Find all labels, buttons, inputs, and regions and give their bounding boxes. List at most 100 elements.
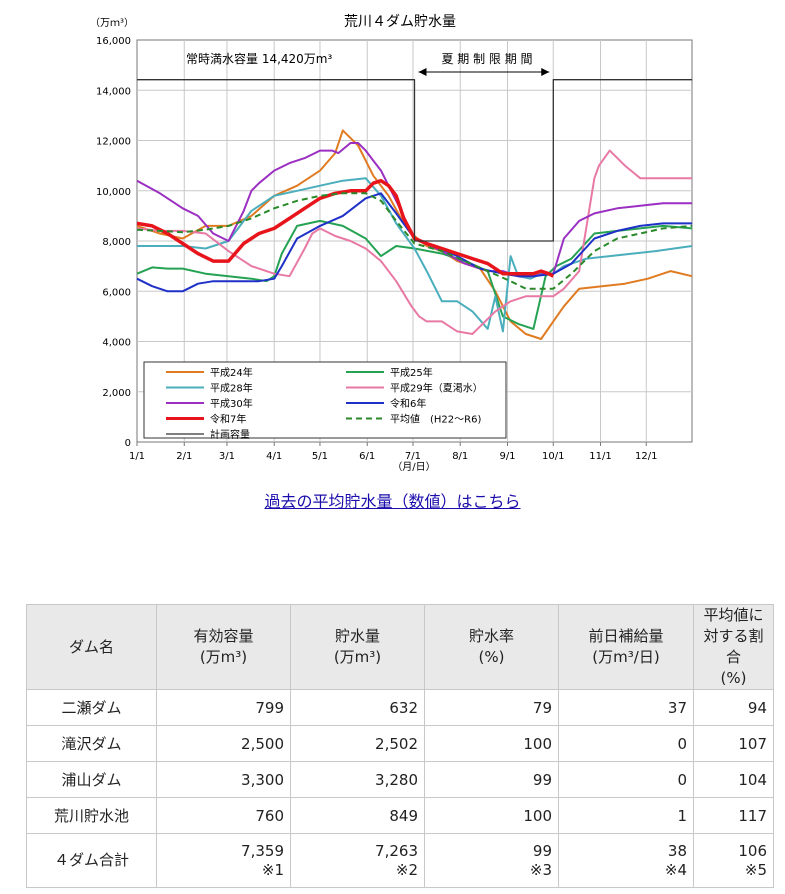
header-ratio: 平均値に対する割合 (%) [693,604,774,690]
x-tick-label: 5/1 [312,451,328,462]
total-value: 7,359 [241,841,284,860]
ratio-cell: 94 [693,689,774,726]
legend-label-7: 平均値 (H22～R6) [390,413,481,426]
y-tick-label: 8,000 [102,237,131,248]
table-row: 二瀬ダム 799 632 79 37 94 [26,689,774,726]
series-lines [136,79,693,340]
x-tick-label: 2/1 [176,451,192,462]
rate-cell: 100 [424,797,559,834]
header-text: 有効容量 [193,627,254,645]
x-tick-label: 12/1 [635,451,657,462]
y-unit-label: （万ｍ³） [90,17,134,29]
total-value: 7,263 [375,841,418,860]
header-storage: 貯水量 (万m³) [290,604,425,690]
table-row: 浦山ダム 3,300 3,280 99 0 104 [26,761,774,798]
header-unit: (万m³) [199,648,248,666]
summer-arrow-right-head [541,68,550,76]
series-line-8 [137,79,692,242]
header-text: ダム名 [68,637,114,656]
rate-cell: 100 [424,725,559,762]
legend-label-2: 平成28年 [210,382,253,395]
header-text: 平均値に [703,606,764,624]
capacity-cell: 760 [156,797,291,834]
annotations: 常時満水容量 14,420万m³ 夏 期 制 限 期 間 [186,51,533,66]
legend-label-5: 令和6年 [390,397,426,410]
legend-label-8: 計画容量 [210,428,250,441]
header-rate: 貯水率 (%) [424,604,559,690]
x-tick-label: 11/1 [589,451,611,462]
header-dam-name: ダム名 [26,604,157,690]
dam-name: 滝沢ダム [26,725,157,762]
capacity-cell: 799 [156,689,291,726]
table-total-row: ４ダム合計 7,359 ※1 7,263 ※2 99 ※3 38 ※4 106 ※5 [26,833,774,888]
legend-label-4: 平成30年 [210,397,253,410]
supply-cell: 0 [558,761,694,798]
storage-cell: 632 [290,689,425,726]
x-tick-label: 8/1 [452,451,468,462]
header-text: 前日補給量 [588,627,664,645]
legend-label-3: 平成29年（夏渇水） [390,382,483,395]
legend-label-6: 令和7年 [210,413,246,426]
y-tick-label: 4,000 [102,338,131,349]
full-capacity-label: 常時満水容量 14,420万m³ [186,51,332,66]
table-row: 滝沢ダム 2,500 2,502 100 0 107 [26,725,774,762]
supply-cell: 1 [558,797,694,834]
header-unit: (万m³) [333,648,382,666]
header-unit: (%) [720,669,747,687]
x-tick-label: 4/1 [266,451,282,462]
dam-name: 荒川貯水池 [26,797,157,834]
y-tick-label: 0 [125,438,131,449]
total-ratio-cell: 106 ※5 [693,833,774,888]
x-tick-label: 10/1 [542,451,564,462]
dam-table: ダム名 有効容量 (万m³) 貯水量 (万m³) 貯水率 (%) 前日補給量 (万m³/… [26,604,774,888]
series-line-6 [136,178,555,278]
storage-cell: 849 [290,797,425,834]
table-row: 荒川貯水池 760 849 100 1 117 [26,797,774,834]
y-tick-label: 10,000 [96,187,131,198]
axes: 0 2,000 4,000 6,000 8,000 10,000 12,000 14,000 1… [96,36,657,462]
storage-cell: 3,280 [290,761,425,798]
link-row: 過去の平均貯水量（数値）はこちら [0,488,785,512]
past-average-link[interactable]: 過去の平均貯水量（数値）はこちら [264,492,521,511]
storage-chart: 荒川４ダム貯水量 （万ｍ³） （月/日） 常時満水容量 14,420万m³ 夏 … [90,14,693,473]
dam-name: 浦山ダム [26,761,157,798]
supply-cell: 0 [558,725,694,762]
chart-title: 荒川４ダム貯水量 [344,14,456,30]
x-tick-label: 3/1 [219,451,235,462]
ratio-cell: 107 [693,725,774,762]
storage-cell: 2,502 [290,725,425,762]
total-capacity-cell: 7,359 ※1 [156,833,291,888]
ratio-cell: 104 [693,761,774,798]
series-line-1 [136,219,693,330]
rate-cell: 79 [424,689,559,726]
series-line-5 [136,192,692,293]
rate-cell: 99 [424,761,559,798]
header-text: 貯水量 [334,627,380,645]
storage-chart-svg: 荒川４ダム貯水量 （万ｍ³） （月/日） 常時満水容量 14,420万m³ 夏 … [90,14,693,473]
y-tick-label: 2,000 [102,388,131,399]
x-tick-label: 9/1 [499,451,515,462]
y-tick-label: 6,000 [102,287,131,298]
supply-cell: 37 [558,689,694,726]
legend-label-0: 平成24年 [210,366,253,379]
total-value: 106 [738,841,767,860]
legend-label-1: 平成25年 [390,366,433,379]
total-storage-cell: 7,263 ※2 [290,833,425,888]
header-text: 対する割合 [703,627,764,666]
total-value: 99 [532,841,552,860]
total-name: ４ダム合計 [26,833,157,888]
header-unit: (%) [478,648,505,666]
total-note: ※1 [261,860,284,879]
total-note: ※4 [664,860,687,879]
header-text: 貯水率 [468,627,514,645]
y-tick-label: 14,000 [96,86,131,97]
total-value: 38 [667,841,687,860]
x-tick-label: 7/1 [405,451,421,462]
summer-arrow-left-head [418,68,427,76]
capacity-cell: 2,500 [156,725,291,762]
total-note: ※5 [744,860,767,879]
series-line-2 [137,177,693,333]
summer-period-label: 夏 期 制 限 期 間 [441,52,532,66]
total-note: ※2 [395,860,418,879]
